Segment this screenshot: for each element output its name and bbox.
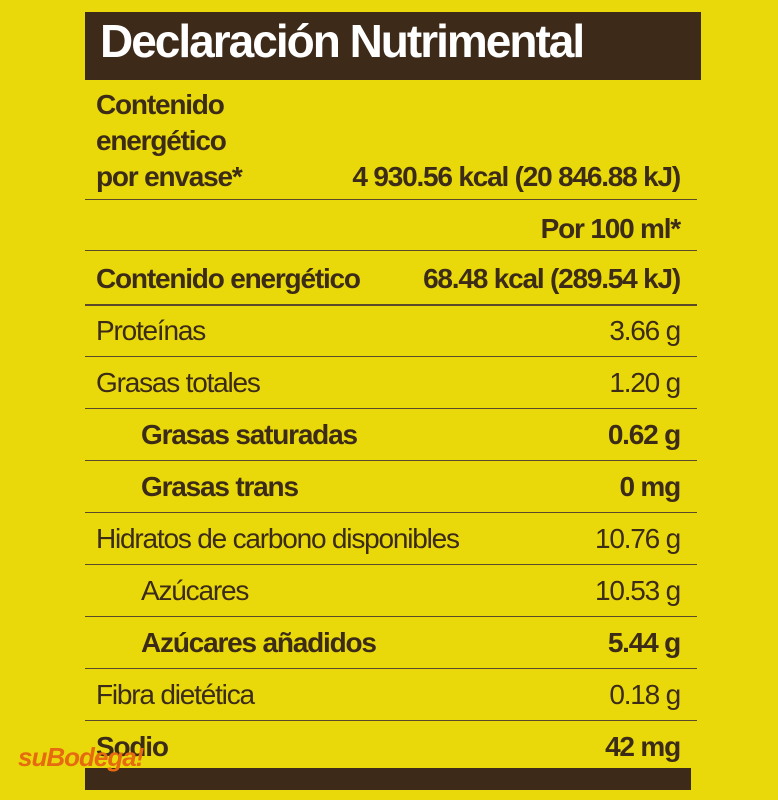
separator xyxy=(85,304,697,306)
nutrient-value: 68.48 kcal (289.54 kJ) xyxy=(423,263,681,294)
separator xyxy=(85,356,697,357)
separator xyxy=(85,512,697,513)
separator xyxy=(85,616,697,617)
separator xyxy=(85,720,697,721)
watermark: suBodega! xyxy=(18,742,144,772)
separator xyxy=(85,250,697,251)
nutrient-value: 10.76 g xyxy=(594,523,681,554)
nutrient-label: Hidratos de carbono disponibles xyxy=(96,523,460,554)
per-100-header: Por 100 ml* xyxy=(540,213,682,244)
nutrient-value: 10.53 g xyxy=(594,575,681,606)
nutrient-label: Azúcares xyxy=(141,575,249,606)
nutrient-value: 0.62 g xyxy=(607,419,681,450)
separator xyxy=(85,460,697,461)
package-energy-label: por envase* xyxy=(96,161,243,192)
package-energy-value: 4 930.56 kcal (20 846.88 kJ) xyxy=(352,161,681,192)
nutrient-value: 3.66 g xyxy=(609,315,681,346)
nutrient-label: Grasas totales xyxy=(96,367,261,398)
nutrient-value: 5.44 g xyxy=(607,627,681,658)
package-energy-label: energético xyxy=(96,125,227,156)
separator xyxy=(85,564,697,565)
separator xyxy=(85,668,697,669)
package-energy-label: Contenido xyxy=(96,89,225,120)
bottom-bar xyxy=(85,768,691,790)
nutrient-label: Grasas saturadas xyxy=(141,419,358,450)
nutrient-label: Contenido energético xyxy=(96,263,361,294)
title: Declaración Nutrimental xyxy=(100,15,585,67)
separator xyxy=(85,408,697,409)
separator xyxy=(85,199,697,200)
nutrient-value: 1.20 g xyxy=(609,367,681,398)
nutrient-label: Grasas trans xyxy=(141,471,299,502)
header-bar xyxy=(85,12,701,80)
nutrient-label: Proteínas xyxy=(96,315,206,346)
nutrient-value: 42 mg xyxy=(605,731,681,762)
nutrient-value: 0.18 g xyxy=(609,679,681,710)
nutrient-value: 0 mg xyxy=(619,471,681,502)
nutrient-label: Azúcares añadidos xyxy=(141,627,377,658)
nutrient-label: Fibra dietética xyxy=(96,679,255,710)
nutrient-label: Sodio xyxy=(96,731,169,762)
